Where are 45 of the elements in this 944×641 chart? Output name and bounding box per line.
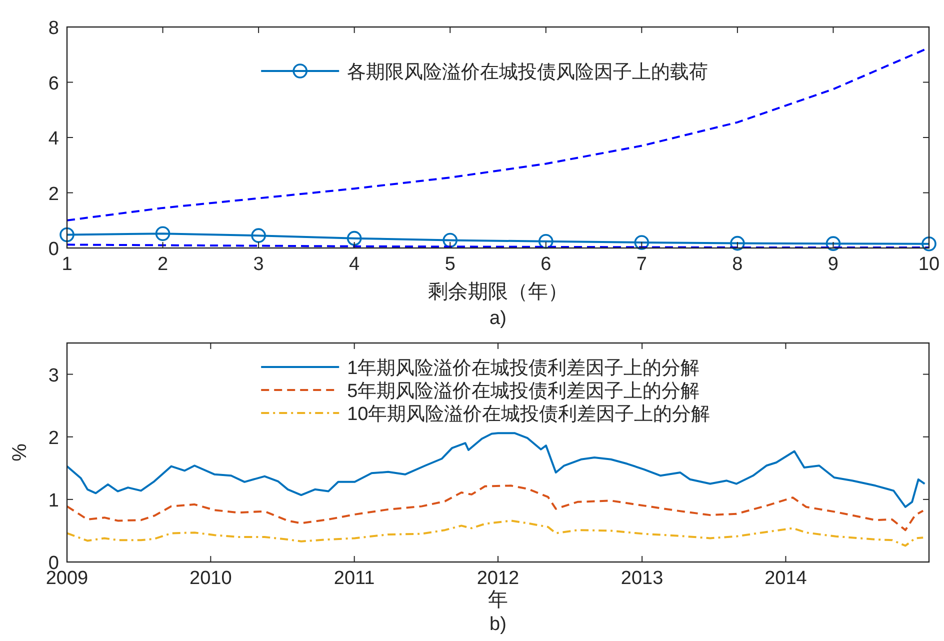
line-series xyxy=(66,432,926,508)
text: b) xyxy=(490,614,506,635)
x-tick-label: 2011 xyxy=(334,568,375,589)
y-tick-label: 2 xyxy=(48,428,59,449)
point xyxy=(155,226,170,242)
line-series xyxy=(66,520,924,547)
x-tick-label: 2012 xyxy=(476,568,520,589)
legend-label: 10年期风险溢价在城投债利差因子上的分解 xyxy=(347,404,710,425)
x-tick-label: 1 xyxy=(62,254,72,275)
legend-label: 各期限风险溢价在城投债风险因子上的载荷 xyxy=(347,62,708,83)
x-tick-label: 9 xyxy=(828,254,839,275)
x-tick-label: 2013 xyxy=(620,568,664,589)
x-tick-label: 7 xyxy=(636,254,647,275)
point xyxy=(634,235,650,250)
point xyxy=(730,236,745,251)
line-series xyxy=(66,484,924,532)
x-tick-label: 3 xyxy=(253,254,264,275)
point xyxy=(251,228,266,243)
x-tick-label: 2014 xyxy=(764,568,808,589)
y-tick-label: 3 xyxy=(48,365,59,386)
point xyxy=(538,234,554,249)
x-axis-title: 年 xyxy=(488,589,508,611)
x-tick-label: 4 xyxy=(349,254,360,275)
point xyxy=(442,232,458,248)
text: a) xyxy=(490,308,506,329)
x-tick-label: 8 xyxy=(732,254,743,275)
y-axis-title: % xyxy=(9,443,31,462)
x-tick-label: 2 xyxy=(157,254,168,275)
y-tick-label: 1 xyxy=(48,490,59,512)
point xyxy=(60,227,74,242)
x-tick-label: 5 xyxy=(444,254,456,275)
point xyxy=(922,236,936,252)
point xyxy=(346,230,362,246)
x-tick-label: 10 xyxy=(918,254,940,275)
y-tick-label: 6 xyxy=(48,73,59,94)
y-tick-label: 8 xyxy=(48,18,59,39)
x-tick-label: 6 xyxy=(540,254,552,275)
point xyxy=(826,236,841,251)
x-tick-label: 2010 xyxy=(190,568,232,589)
x-axis-title: 剩余期限（年） xyxy=(428,281,568,303)
y-tick-label: 2 xyxy=(48,184,59,205)
legend-label: 5年期风险溢价在城投债利差因子上的分解 xyxy=(347,381,700,402)
y-tick-label: 4 xyxy=(48,128,60,150)
legend-label: 1年期风险溢价在城投债利差因子上的分解 xyxy=(347,358,700,379)
y-tick-label: 0 xyxy=(48,239,59,260)
